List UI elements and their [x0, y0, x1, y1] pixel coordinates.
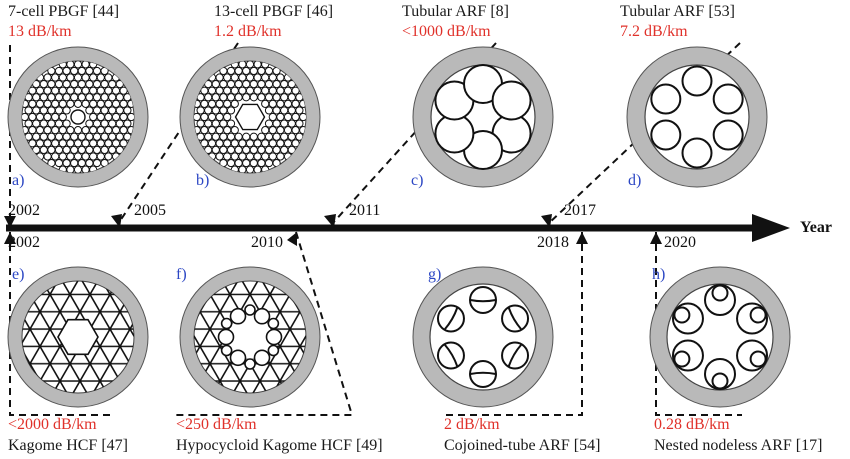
- 7-cell-pbgf-cross-section: [7, 46, 149, 188]
- timeline-arrowhead: [752, 214, 790, 242]
- cojoined-tube-arf-cross-section: [412, 266, 554, 408]
- tubular-arf-nodeless-cross-section: [626, 46, 768, 188]
- fiber-d-loss: 7.2 dB/km: [620, 23, 688, 40]
- panel-tag-e: e): [12, 266, 25, 283]
- nested-nodeless-arf-cross-section: [649, 266, 791, 408]
- kagome-hcf-cross-section: [7, 266, 149, 408]
- fiber-a-loss: 13 dB/km: [8, 23, 72, 40]
- connector-arrowheads: [4, 214, 662, 246]
- fiber-h-loss: 0.28 dB/km: [654, 416, 730, 433]
- fiber-c-name: Tubular ARF [8]: [402, 3, 509, 20]
- year-label-e: 2002: [8, 234, 40, 251]
- year-label-g: 2018: [537, 234, 569, 251]
- fiber-h-name: Nested nodeless ARF [17]: [654, 437, 823, 454]
- fiber-d-name: Tubular ARF [53]: [620, 3, 735, 20]
- panel-tag-g: g): [428, 266, 442, 283]
- fiber-a-name: 7-cell PBGF [44]: [8, 3, 120, 20]
- 13-cell-pbgf-cross-section: [179, 46, 321, 188]
- fiber-b-loss: 1.2 dB/km: [214, 23, 282, 40]
- panel-tag-c: c): [411, 172, 424, 189]
- year-label-f: 2010: [251, 234, 283, 251]
- fiber-b-name: 13-cell PBGF [46]: [214, 3, 334, 20]
- hypocycloid-kagome-cross-section: [179, 266, 321, 408]
- panel-tag-d: d): [628, 172, 642, 189]
- year-label-c: 2011: [349, 202, 381, 219]
- tubular-arf-touching-cross-section: [412, 46, 554, 188]
- year-label-b: 2005: [134, 202, 166, 219]
- panel-tag-b: b): [196, 172, 210, 189]
- panel-tag-h: h): [652, 266, 666, 283]
- fiber-f-name: Hypocycloid Kagome HCF [49]: [176, 437, 383, 454]
- fiber-c-loss: <1000 dB/km: [402, 23, 491, 40]
- fiber-e-loss: <2000 dB/km: [8, 416, 97, 433]
- panel-tag-f: f): [176, 266, 187, 283]
- fiber-e-name: Kagome HCF [47]: [8, 437, 128, 454]
- panel-tag-a: a): [12, 172, 25, 189]
- year-label-d: 2017: [564, 202, 596, 219]
- axis-title: Year: [800, 219, 832, 236]
- fiber-g-loss: 2 dB/km: [444, 416, 500, 433]
- year-label-h: 2020: [664, 234, 696, 251]
- year-label-a: 2002: [8, 202, 40, 219]
- fiber-g-name: Cojoined-tube ARF [54]: [444, 437, 601, 454]
- fiber-f-loss: <250 dB/km: [176, 416, 257, 433]
